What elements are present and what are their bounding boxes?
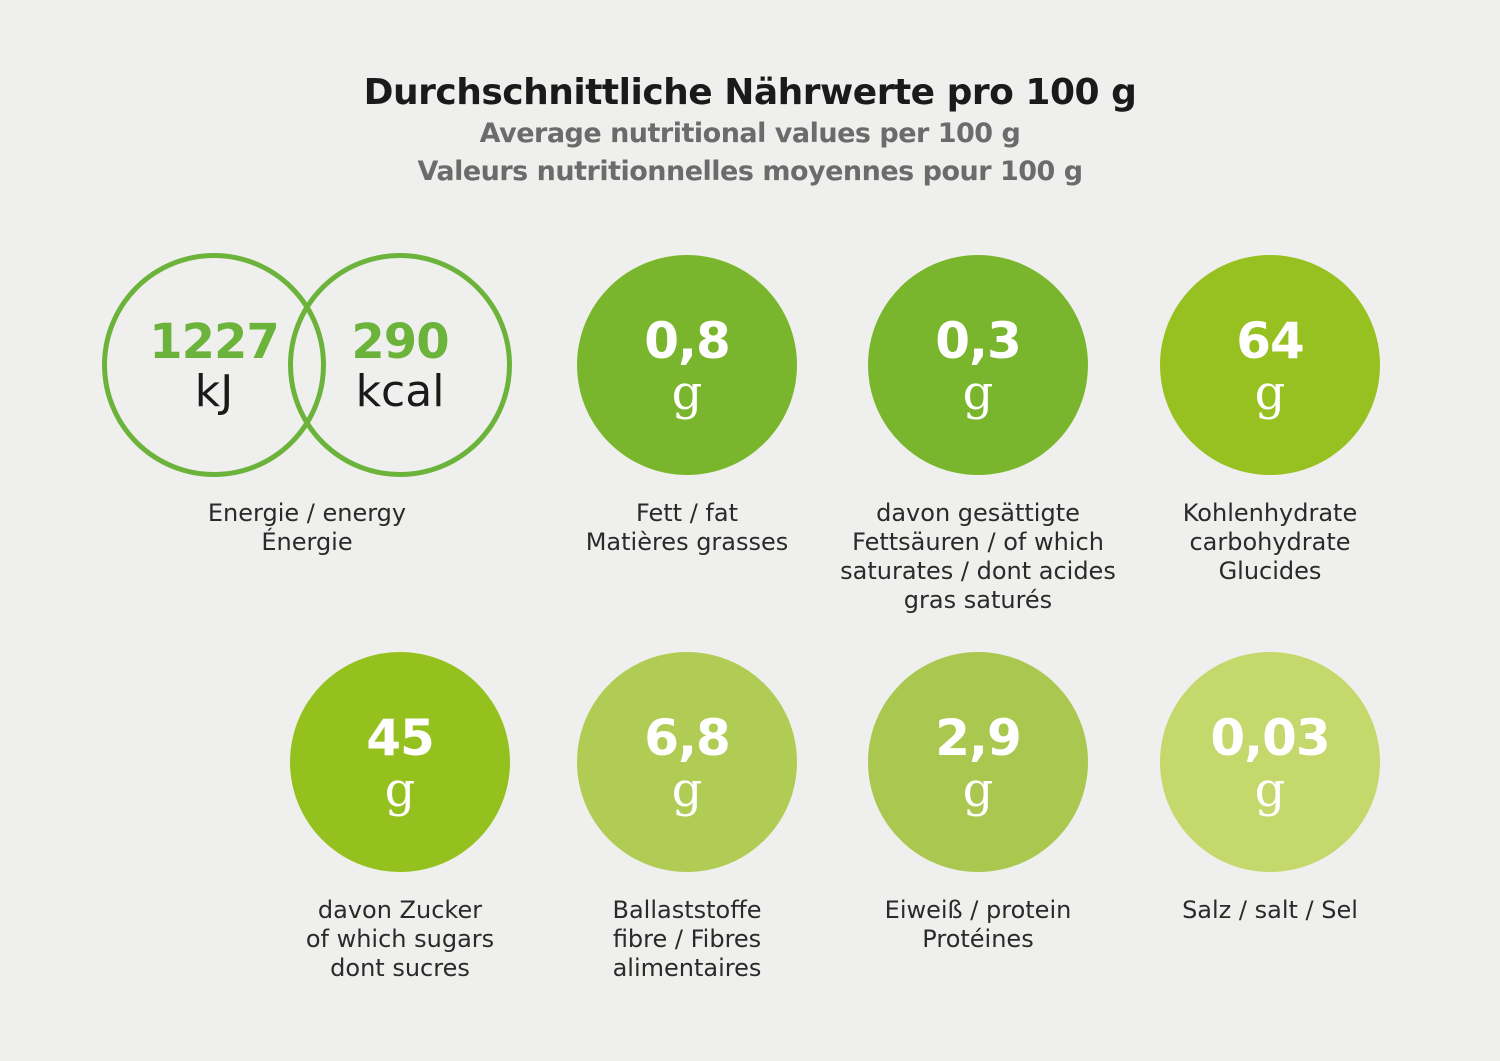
nutrient-label-fibre: Ballaststoffe fibre / Fibres alimentaire… — [612, 896, 762, 982]
nutrient-circle-carbohydrate: 64 g — [1160, 255, 1380, 475]
page-title: Durchschnittliche Nährwerte pro 100 g — [363, 72, 1137, 113]
nutrient-value: 0,03 — [1210, 709, 1330, 767]
subtitle-english: Average nutritional values per 100 g — [479, 118, 1021, 149]
nutrient-value: 0,3 — [935, 312, 1022, 370]
nutrient-unit: g — [962, 762, 994, 818]
subtitle-french: Valeurs nutritionnelles moyennes pour 10… — [417, 156, 1083, 187]
nutrient-circle-fibre: 6,8 g — [577, 652, 797, 872]
nutrient-circle-saturates: 0,3 g — [868, 255, 1088, 475]
nutrient-value: 64 — [1236, 312, 1305, 370]
kcal-value-group: 290 kcal — [300, 316, 500, 416]
nutrient-circle-fat: 0,8 g — [577, 255, 797, 475]
kj-value-group: 1227 kJ — [114, 316, 314, 416]
kcal-ring — [288, 253, 512, 477]
nutrient-value: 45 — [366, 709, 435, 767]
nutrient-unit: g — [671, 365, 703, 421]
nutrient-unit: g — [1254, 762, 1286, 818]
kj-value: 1227 — [149, 314, 280, 370]
nutrient-circle-salt: 0,03 g — [1160, 652, 1380, 872]
energy-label: Energie / energy Énergie — [207, 499, 407, 556]
nutrient-unit: g — [962, 365, 994, 421]
kcal-value: 290 — [351, 314, 449, 370]
nutrient-circle-protein: 2,9 g — [868, 652, 1088, 872]
nutrient-label-saturates: davon gesättigte Fettsäuren / of which s… — [840, 499, 1116, 614]
nutrient-label-protein: Eiweiß / protein Protéines — [884, 896, 1072, 953]
nutrient-label-sugars: davon Zucker of which sugars dont sucres — [305, 896, 495, 982]
nutrient-label-salt: Salz / salt / Sel — [1182, 896, 1358, 924]
nutrient-label-fat: Fett / fat Matières grasses — [585, 499, 789, 556]
nutrient-value: 6,8 — [644, 709, 731, 767]
nutrient-label-carbohydrate: Kohlenhydrate carbohydrate Glucides — [1182, 499, 1358, 585]
kj-unit: kJ — [194, 366, 234, 417]
nutrient-value: 2,9 — [935, 709, 1022, 767]
nutrient-unit: g — [384, 762, 416, 818]
nutrient-value: 0,8 — [644, 312, 731, 370]
kcal-unit: kcal — [355, 366, 445, 417]
nutrient-circle-sugars: 45 g — [290, 652, 510, 872]
nutrient-unit: g — [671, 762, 703, 818]
nutrient-unit: g — [1254, 365, 1286, 421]
